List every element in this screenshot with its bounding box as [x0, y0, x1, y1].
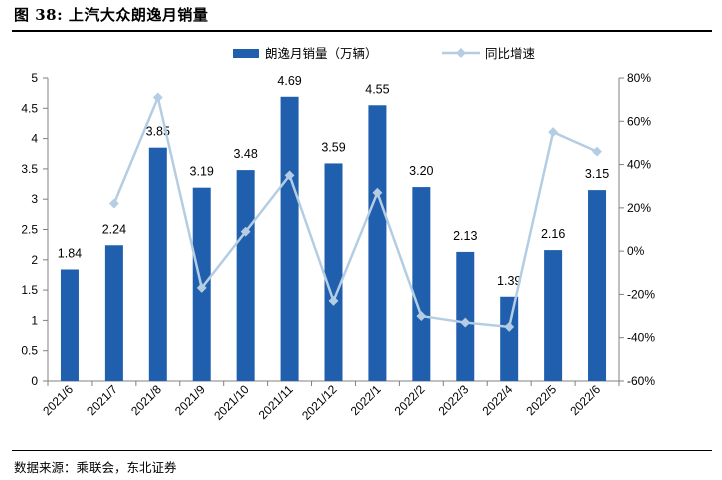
title-rule: [12, 30, 712, 32]
bar: [368, 105, 387, 382]
line-point-marker: [372, 187, 383, 198]
source-note: 数据来源：乘联会，东北证券: [14, 460, 177, 475]
bar: [280, 96, 299, 381]
legend: 朗逸月销量（万辆） 同比增速: [233, 46, 536, 61]
right-axis-tick-label: 0%: [627, 244, 645, 258]
left-axis-tick-label: 5: [31, 71, 38, 85]
left-axis-tick-label: 3: [31, 192, 38, 206]
line-point-marker: [240, 226, 251, 237]
right-axis-tick-label: 40%: [627, 158, 651, 172]
bar: [500, 296, 519, 381]
right-axis-tick-label: 80%: [627, 71, 651, 85]
bar-data-label: 3.20: [409, 164, 433, 178]
legend-bar-label: 朗逸月销量（万辆）: [265, 47, 378, 61]
bar: [456, 251, 475, 381]
bar: [412, 187, 431, 381]
bar-data-label: 2.13: [453, 229, 477, 243]
line-point-marker: [196, 282, 207, 293]
x-axis-tick-label: 2022/3: [436, 382, 472, 418]
bar: [324, 163, 343, 381]
x-axis-tick-label: 2021/12: [299, 382, 340, 423]
right-axis-tick-label: -40%: [627, 331, 655, 345]
x-axis-tick-label: 2021/11: [256, 382, 296, 422]
legend-line-label: 同比增速: [485, 46, 536, 61]
x-axis-tick-label: 2021/9: [172, 382, 208, 418]
line-series: [108, 92, 602, 332]
left-axis-tick-label: 4: [31, 132, 38, 146]
source-rule: [12, 450, 712, 451]
x-axis-tick-label: 2021/7: [84, 382, 120, 418]
line-point-marker: [152, 92, 163, 103]
right-axis-tick-label: -60%: [627, 374, 655, 388]
left-axis-tick-label: 4.5: [21, 101, 38, 115]
right-axis-tick-label: -20%: [627, 287, 655, 301]
line-point-marker: [592, 146, 602, 157]
line-point-marker: [416, 311, 427, 322]
chart: 朗逸月销量（万辆） 同比增速 00.511.522.533.544.55-60%…: [21, 46, 655, 423]
x-axis-tick-label: 2022/4: [479, 382, 515, 418]
x-axis-tick-label: 2022/1: [348, 382, 384, 418]
bar-series: 1.842.243.853.193.484.693.594.553.202.13…: [58, 74, 609, 382]
bar-data-label: 4.69: [277, 74, 301, 88]
bar-data-label: 3.15: [585, 167, 609, 181]
yoy-growth-line: [112, 96, 598, 329]
bar-data-label: 3.19: [190, 165, 214, 179]
bar-data-label: 1.84: [58, 246, 82, 260]
bar: [148, 147, 167, 381]
line-point-marker: [328, 295, 339, 306]
line-point-marker: [460, 317, 471, 328]
right-axis-tick-label: 20%: [627, 201, 651, 215]
left-axis-tick-label: 1: [31, 313, 38, 327]
bar: [60, 269, 79, 381]
legend-bar-swatch: [233, 49, 259, 58]
x-axis-tick-label: 2021/10: [211, 382, 252, 423]
bar: [104, 245, 123, 381]
x-axis-tick-label: 2022/5: [523, 382, 559, 418]
left-axis-tick-label: 3.5: [21, 162, 38, 176]
bar-data-label: 4.55: [365, 82, 389, 96]
x-axis-tick-label: 2021/6: [40, 382, 76, 418]
left-axis-tick-label: 0: [31, 374, 38, 388]
line-point-marker: [108, 198, 119, 209]
legend-line-marker: [456, 48, 466, 58]
line-point-marker: [504, 321, 515, 332]
line-point-marker: [548, 127, 559, 138]
right-axis-tick-label: 60%: [627, 114, 651, 128]
bar-data-label: 1.39: [497, 274, 521, 288]
figure-title: 图 38: 上汽大众朗逸月销量: [14, 6, 209, 24]
left-axis-tick-label: 0.5: [21, 344, 38, 358]
bar: [236, 170, 255, 381]
bar: [588, 190, 607, 381]
x-axis-tick-label: 2022/6: [567, 382, 603, 418]
left-axis-tick-label: 1.5: [21, 283, 38, 297]
bar: [544, 250, 563, 381]
x-axis-tick-label: 2022/2: [392, 382, 428, 418]
line-point-marker: [284, 170, 295, 181]
bar-data-label: 2.16: [541, 227, 565, 241]
bar-data-label: 3.48: [233, 147, 257, 161]
left-axis-tick-label: 2.5: [21, 223, 38, 237]
left-axis-tick-label: 2: [31, 253, 38, 267]
bar-data-label: 3.59: [321, 140, 345, 154]
x-axis-tick-label: 2021/8: [128, 382, 164, 418]
bar-data-label: 2.24: [102, 222, 126, 236]
